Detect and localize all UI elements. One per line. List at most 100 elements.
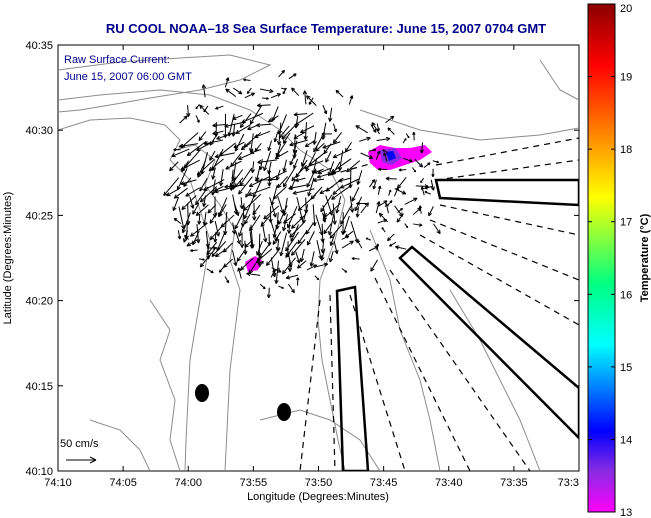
vector-head bbox=[432, 186, 435, 191]
current-vector bbox=[199, 178, 208, 192]
vector-head bbox=[329, 117, 333, 122]
mooring-marker bbox=[195, 384, 209, 402]
vector-head bbox=[223, 263, 226, 268]
vector-head bbox=[378, 201, 381, 206]
current-vector bbox=[186, 222, 188, 240]
current-vector bbox=[198, 214, 201, 225]
vector-head bbox=[204, 143, 209, 146]
vector-head bbox=[235, 261, 238, 266]
vector-head bbox=[212, 123, 217, 127]
current-vector bbox=[214, 152, 235, 158]
vector-head bbox=[224, 186, 229, 189]
current-vector bbox=[249, 214, 261, 232]
current-vector bbox=[413, 223, 423, 226]
current-vector bbox=[173, 187, 188, 199]
y-tick-label: 40:15 bbox=[25, 381, 53, 393]
vector-head bbox=[424, 191, 427, 194]
vector-head bbox=[224, 123, 229, 127]
current-vector bbox=[414, 158, 423, 168]
vector-head bbox=[335, 209, 338, 214]
vector-head bbox=[300, 258, 305, 263]
vector-head bbox=[418, 205, 421, 209]
vector-head bbox=[331, 168, 334, 173]
vector-head bbox=[287, 267, 291, 272]
vector-head bbox=[199, 262, 202, 268]
vector-head bbox=[253, 194, 257, 198]
current-vector bbox=[178, 206, 185, 230]
current-vector bbox=[360, 152, 373, 159]
current-vector bbox=[421, 186, 425, 196]
vector-head bbox=[224, 231, 228, 236]
current-vector bbox=[200, 186, 218, 203]
current-vector bbox=[266, 248, 281, 266]
vector-head bbox=[304, 90, 308, 95]
current-vector bbox=[306, 168, 317, 188]
vector-head bbox=[238, 190, 240, 195]
vector-head bbox=[317, 176, 322, 179]
current-vector bbox=[206, 268, 214, 274]
current-vector bbox=[224, 77, 229, 88]
x-tick-label: 73:40 bbox=[435, 477, 463, 489]
current-vector bbox=[289, 150, 298, 166]
vector-head bbox=[295, 174, 300, 178]
vector-head bbox=[198, 220, 202, 225]
current-vector bbox=[230, 169, 234, 191]
vector-head bbox=[251, 244, 254, 249]
vector-head bbox=[291, 176, 294, 181]
current-vector bbox=[430, 179, 434, 191]
current-vector bbox=[398, 169, 407, 171]
current-vector bbox=[289, 139, 308, 146]
vector-head bbox=[187, 154, 192, 157]
y-tick-label: 40:25 bbox=[25, 210, 53, 222]
vector-head bbox=[345, 235, 349, 238]
vector-head bbox=[346, 170, 351, 173]
vector-head bbox=[275, 246, 278, 251]
current-vector bbox=[278, 70, 285, 78]
vector-head bbox=[293, 112, 298, 116]
vector-head bbox=[321, 133, 326, 136]
vector-head bbox=[249, 270, 254, 274]
vector-head bbox=[320, 209, 325, 213]
vector-head bbox=[373, 186, 377, 190]
current-vector bbox=[433, 223, 441, 234]
current-vector bbox=[340, 203, 353, 225]
vector-head bbox=[250, 148, 254, 153]
vector-head bbox=[293, 149, 297, 154]
contour-line bbox=[369, 229, 441, 471]
vector-head bbox=[270, 201, 273, 206]
current-vector bbox=[278, 125, 290, 139]
current-vector bbox=[252, 204, 261, 216]
current-vector bbox=[231, 250, 237, 266]
vector-head bbox=[329, 258, 334, 263]
colorbar-tick-label: 20 bbox=[620, 3, 632, 15]
current-vector bbox=[285, 231, 299, 252]
vector-head bbox=[235, 129, 239, 134]
vector-head bbox=[299, 257, 302, 262]
current-vector bbox=[346, 160, 361, 173]
vector-head bbox=[192, 204, 195, 209]
vector-head bbox=[298, 259, 301, 264]
current-vector bbox=[328, 213, 335, 236]
vector-head bbox=[243, 215, 248, 220]
vector-head bbox=[214, 154, 219, 158]
current-vector bbox=[389, 241, 397, 247]
vector-head bbox=[266, 97, 269, 100]
y-tick-label: 40:35 bbox=[25, 40, 53, 52]
vector-head bbox=[243, 208, 248, 211]
current-vector bbox=[349, 195, 354, 213]
vector-head bbox=[252, 212, 257, 216]
vector-head bbox=[276, 140, 280, 146]
vector-head bbox=[377, 168, 382, 172]
vector-head bbox=[260, 166, 264, 170]
current-vector bbox=[291, 214, 307, 229]
current-vector bbox=[282, 257, 296, 275]
vector-head bbox=[332, 172, 337, 176]
vector-head bbox=[304, 143, 308, 147]
vector-head bbox=[303, 164, 307, 169]
vector-head bbox=[268, 147, 272, 152]
current-vector bbox=[177, 168, 188, 191]
vector-head bbox=[195, 202, 200, 206]
scale-arrow bbox=[66, 456, 97, 464]
current-vector bbox=[312, 158, 318, 175]
vector-head bbox=[207, 243, 210, 248]
